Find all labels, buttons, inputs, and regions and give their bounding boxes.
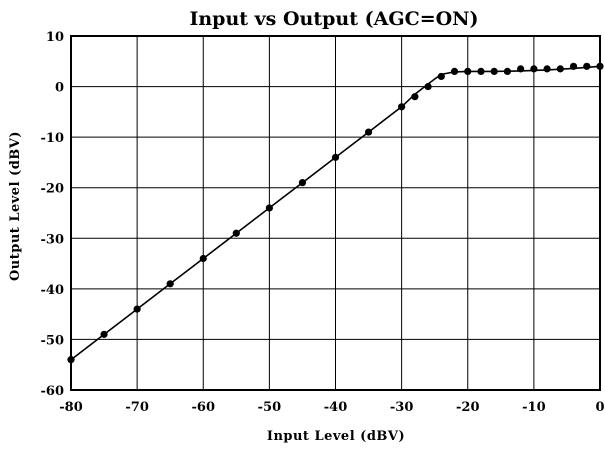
y-tick-labels: 10 0 -10 -20 -30 -40 -50 -60 xyxy=(41,30,65,399)
data-point xyxy=(450,67,459,75)
data-point xyxy=(543,65,551,73)
y-tick-label: -10 xyxy=(41,131,65,146)
x-tick-label: 0 xyxy=(595,400,604,415)
plot-frame xyxy=(70,35,601,391)
data-point xyxy=(517,65,525,73)
data-point xyxy=(100,330,108,338)
y-tick-label: 0 xyxy=(55,81,64,96)
data-point xyxy=(556,65,564,73)
y-tick-label: -30 xyxy=(41,232,65,247)
data-point xyxy=(331,153,340,161)
data-point xyxy=(232,229,240,237)
y-axis-label: Output Level (dBV) xyxy=(8,131,23,281)
data-point xyxy=(569,62,578,70)
data-point xyxy=(490,67,498,75)
data-point xyxy=(464,67,472,75)
data-point xyxy=(199,254,207,263)
y-tick-label: -50 xyxy=(41,333,65,348)
data-point xyxy=(530,65,538,73)
x-tick-labels: -80 -70 -60 -50 -40 -30 -20 -10 0 xyxy=(59,400,604,415)
data-point xyxy=(437,72,445,81)
y-tick-label: -20 xyxy=(41,182,65,197)
data-point xyxy=(364,128,373,136)
x-tick-label: -40 xyxy=(324,400,348,415)
x-axis-label: Input Level (dBV) xyxy=(267,429,405,444)
x-tick-label: -50 xyxy=(258,400,282,415)
chart-title: Input vs Output (AGC=ON) xyxy=(189,8,478,30)
x-tick-label: -30 xyxy=(390,400,414,415)
data-point xyxy=(503,67,512,75)
data-point xyxy=(265,204,273,212)
data-point xyxy=(133,305,141,313)
x-tick-label: -80 xyxy=(59,400,83,415)
y-tick-label: -40 xyxy=(41,283,65,298)
x-tick-label: -70 xyxy=(125,400,149,415)
x-tick-label: -60 xyxy=(192,400,216,415)
data-point xyxy=(583,62,591,70)
x-tick-label: -10 xyxy=(522,400,546,415)
data-point xyxy=(477,67,485,75)
data-point xyxy=(298,179,307,187)
grid xyxy=(70,35,601,391)
y-tick-label: -60 xyxy=(41,384,65,399)
y-tick-label: 10 xyxy=(46,30,64,45)
data-point xyxy=(411,93,419,101)
x-tick-label: -20 xyxy=(456,400,480,415)
data-point xyxy=(424,82,432,91)
data-point xyxy=(166,280,174,288)
data-point xyxy=(398,103,406,111)
series xyxy=(67,62,604,364)
